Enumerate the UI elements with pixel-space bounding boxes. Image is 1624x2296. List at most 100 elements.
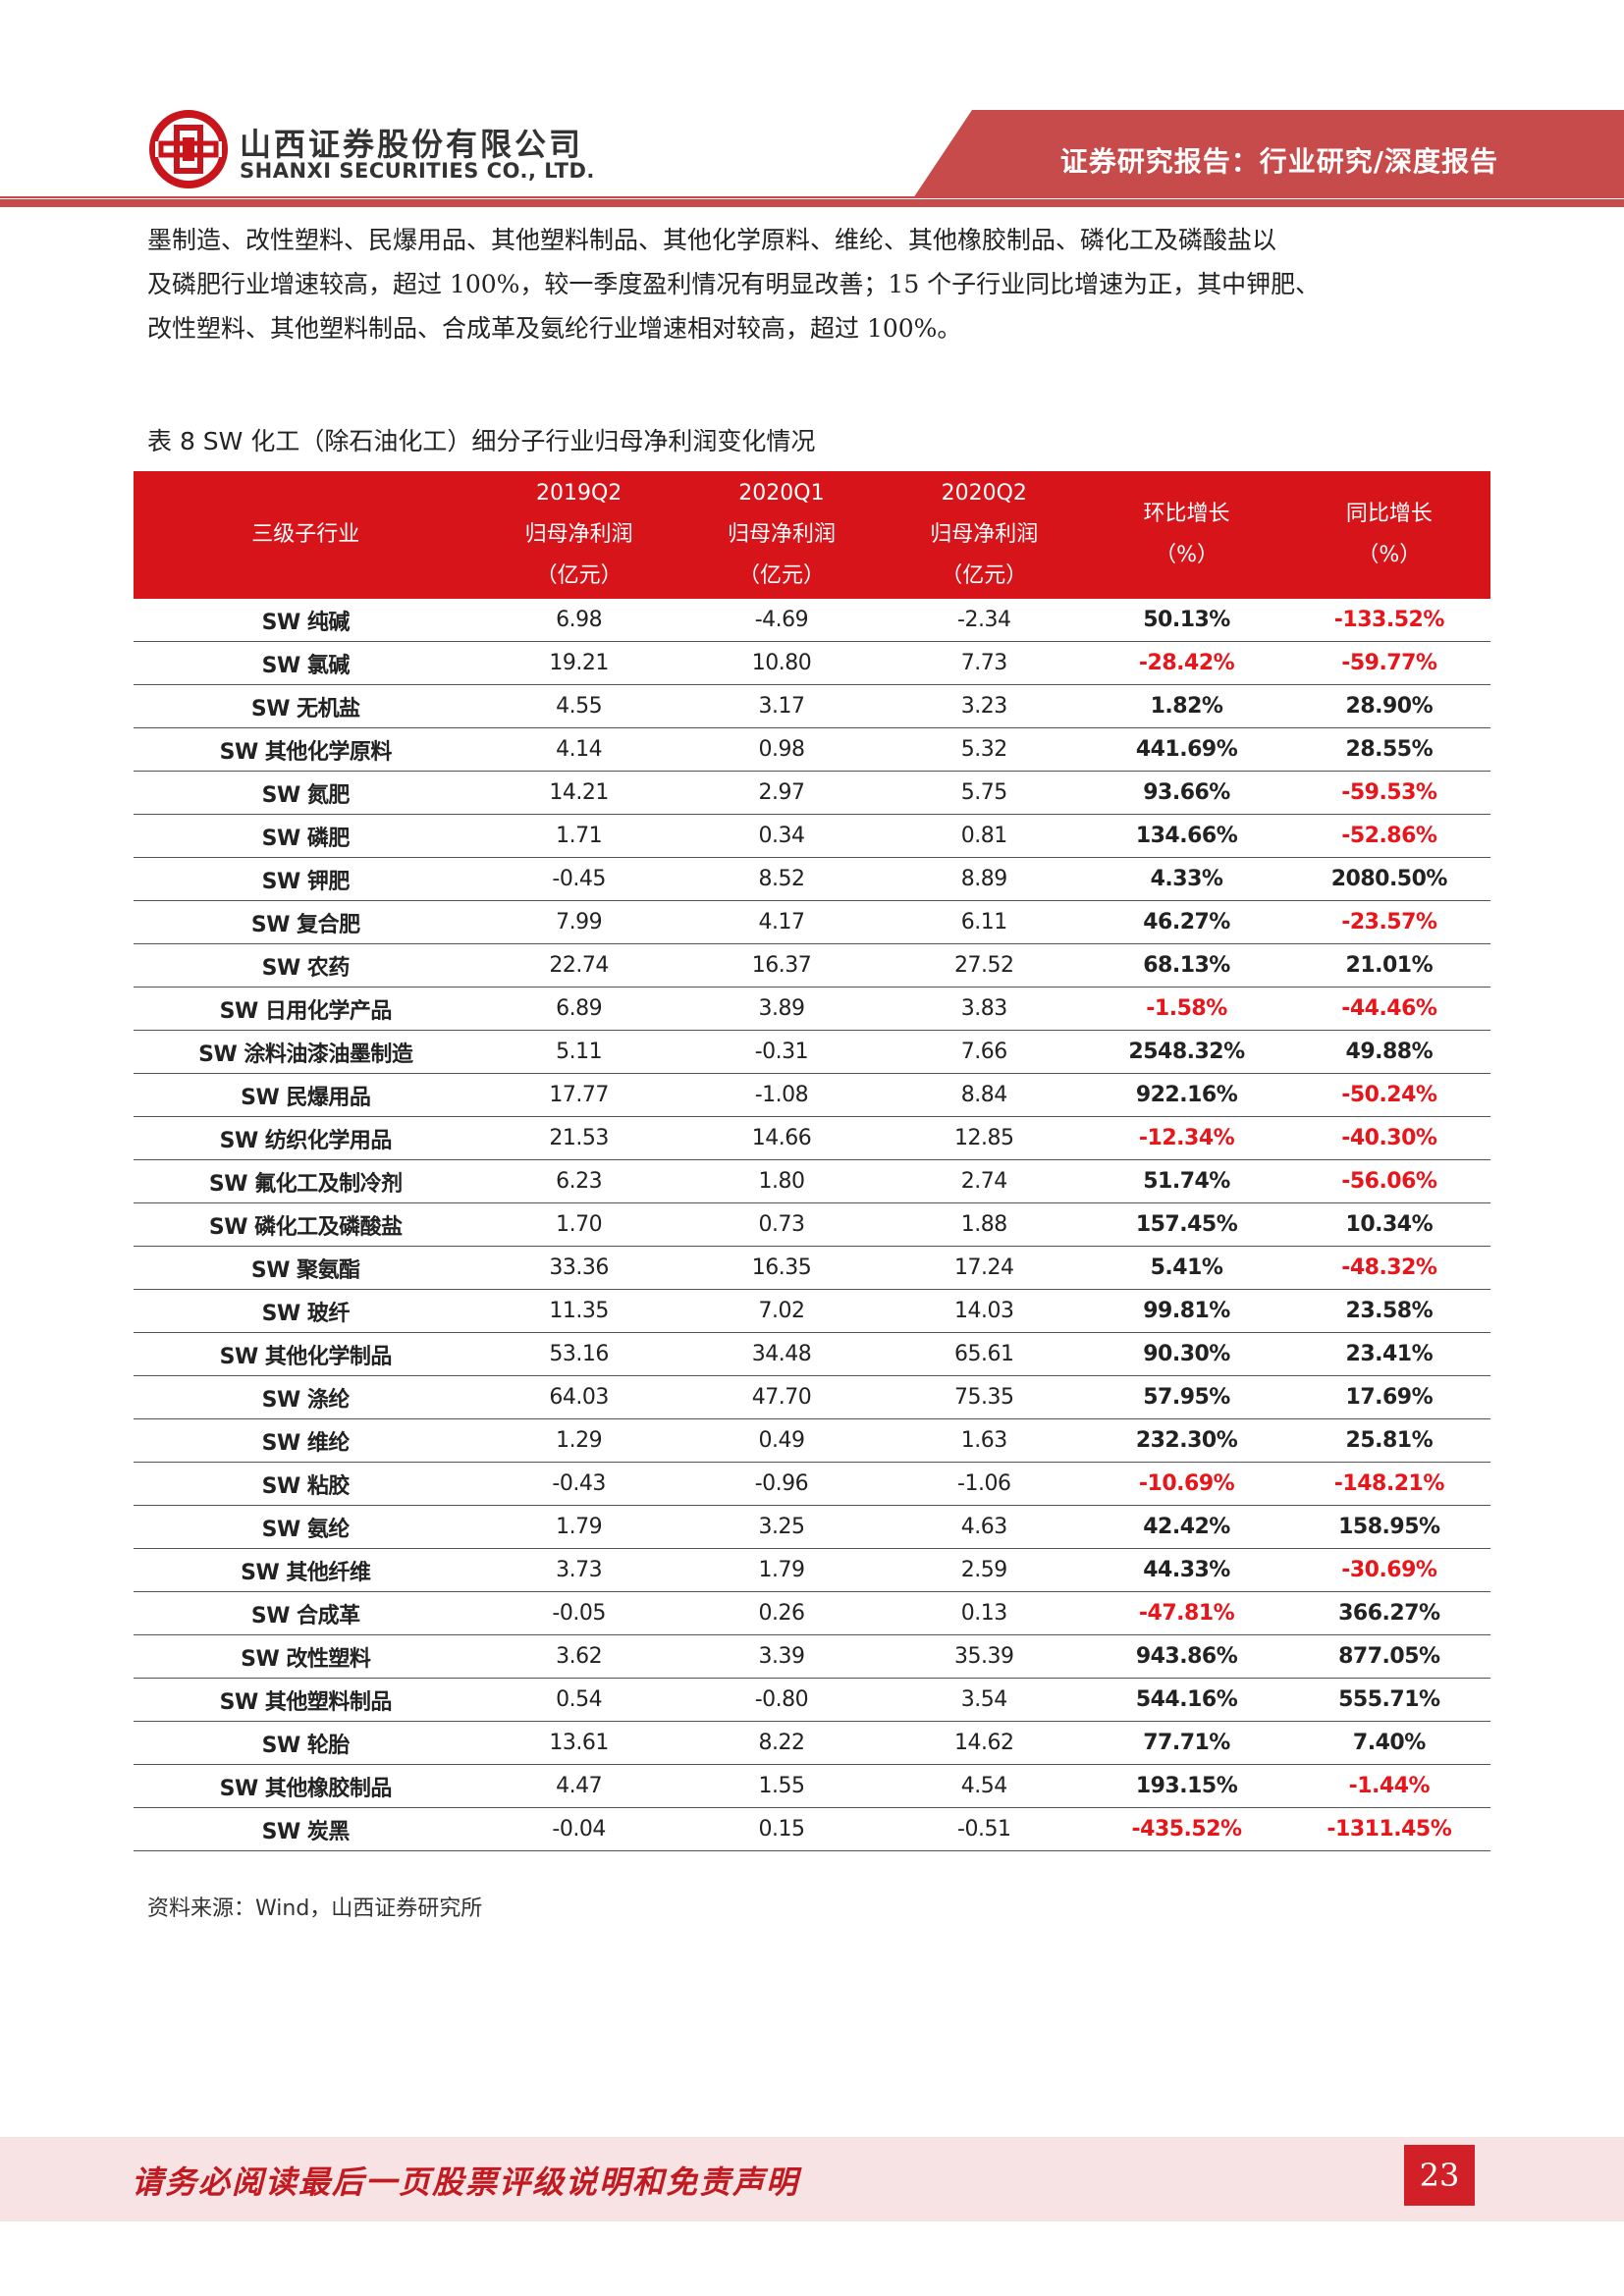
table-row: SW 磷化工及磷酸盐 1.70 0.73 1.88 157.45% 10.34%: [134, 1202, 1490, 1247]
cell-subindustry: SW 其他塑料制品: [134, 1678, 478, 1722]
cell-yoy-growth: 28.90%: [1287, 684, 1490, 728]
cell-qoq-growth: 1.82%: [1085, 684, 1288, 728]
cell-2019q2: 1.29: [477, 1418, 680, 1463]
cell-2020q1: 0.15: [679, 1807, 884, 1851]
cell-2020q2: -1.06: [883, 1462, 1086, 1506]
cell-yoy-growth: 877.05%: [1287, 1634, 1490, 1679]
table-header-row: 三级子行业 2019Q2 归母净利润 （亿元） 2020Q1 归母净利润 （亿元…: [134, 471, 1490, 599]
cell-2019q2: 4.47: [477, 1764, 680, 1808]
cell-2019q2: -0.05: [477, 1591, 680, 1635]
body-line: 墨制造、改性塑料、民爆用品、其他塑料制品、其他化学原料、维纶、其他橡胶制品、磷化…: [147, 226, 1277, 254]
cell-yoy-growth: 21.01%: [1287, 943, 1490, 988]
cell-2020q2: 35.39: [883, 1634, 1086, 1679]
cell-2020q1: 1.80: [679, 1159, 884, 1203]
cell-yoy-growth: -52.86%: [1287, 814, 1490, 858]
cell-2019q2: 1.70: [477, 1202, 680, 1247]
cell-2020q1: 7.02: [679, 1289, 884, 1333]
header-line: 归母净利润: [930, 522, 1039, 547]
cell-qoq-growth: 68.13%: [1085, 943, 1288, 988]
cell-2020q1: -0.96: [679, 1462, 884, 1506]
cell-qoq-growth: 4.33%: [1085, 857, 1288, 901]
table-row: SW 其他塑料制品 0.54 -0.80 3.54 544.16% 555.71%: [134, 1678, 1490, 1722]
cell-2019q2: 19.21: [477, 641, 680, 685]
cell-2019q2: 22.74: [477, 943, 680, 988]
cell-yoy-growth: -133.52%: [1287, 599, 1490, 642]
header-line: 三级子行业: [251, 522, 360, 547]
body-paragraph: 墨制造、改性塑料、民爆用品、其他塑料制品、其他化学原料、维纶、其他橡胶制品、磷化…: [147, 218, 1483, 350]
table-row: SW 其他化学原料 4.14 0.98 5.32 441.69% 28.55%: [134, 727, 1490, 772]
cell-2020q1: 47.70: [679, 1375, 884, 1419]
header-line: （%）: [1357, 543, 1422, 567]
cell-yoy-growth: 23.41%: [1287, 1332, 1490, 1376]
profit-table: 三级子行业 2019Q2 归母净利润 （亿元） 2020Q1 归母净利润 （亿元…: [134, 471, 1490, 1851]
cell-yoy-growth: -23.57%: [1287, 900, 1490, 944]
table-row: SW 其他化学制品 53.16 34.48 65.61 90.30% 23.41%: [134, 1332, 1490, 1376]
cell-2020q2: 75.35: [883, 1375, 1086, 1419]
cell-qoq-growth: 42.42%: [1085, 1505, 1288, 1549]
table-row: SW 其他橡胶制品 4.47 1.55 4.54 193.15% -1.44%: [134, 1764, 1490, 1808]
cell-yoy-growth: 25.81%: [1287, 1418, 1490, 1463]
cell-2020q1: 3.39: [679, 1634, 884, 1679]
company-name-en: SHANXI SECURITIES CO., LTD.: [240, 159, 595, 183]
cell-subindustry: SW 涂料油漆油墨制造: [134, 1030, 478, 1074]
cell-subindustry: SW 炭黑: [134, 1807, 478, 1851]
cell-qoq-growth: 193.15%: [1085, 1764, 1288, 1808]
header-line: 归母净利润: [524, 522, 633, 547]
cell-2019q2: 0.54: [477, 1678, 680, 1722]
header-line: 2020Q1: [738, 481, 825, 506]
cell-subindustry: SW 氮肥: [134, 771, 478, 815]
cell-2019q2: -0.43: [477, 1462, 680, 1506]
table-row: SW 磷肥 1.71 0.34 0.81 134.66% -52.86%: [134, 814, 1490, 858]
header-2020q1: 2020Q1 归母净利润 （亿元）: [679, 471, 884, 599]
cell-yoy-growth: -148.21%: [1287, 1462, 1490, 1506]
cell-subindustry: SW 玻纤: [134, 1289, 478, 1333]
cell-2020q2: 12.85: [883, 1116, 1086, 1160]
cell-2020q2: 2.59: [883, 1548, 1086, 1592]
cell-2020q1: 34.48: [679, 1332, 884, 1376]
header-qoq-growth: 环比增长 （%）: [1085, 471, 1288, 599]
cell-yoy-growth: 28.55%: [1287, 727, 1490, 772]
cell-subindustry: SW 无机盐: [134, 684, 478, 728]
cell-yoy-growth: 158.95%: [1287, 1505, 1490, 1549]
cell-subindustry: SW 其他化学原料: [134, 727, 478, 772]
header-line: （%）: [1155, 543, 1218, 567]
cell-yoy-growth: 10.34%: [1287, 1202, 1490, 1247]
cell-yoy-growth: -50.24%: [1287, 1073, 1490, 1117]
table-row: SW 复合肥 7.99 4.17 6.11 46.27% -23.57%: [134, 900, 1490, 944]
table-row: SW 粘胶 -0.43 -0.96 -1.06 -10.69% -148.21%: [134, 1462, 1490, 1506]
cell-2020q1: -4.69: [679, 599, 884, 642]
report-type-tag: 证券研究报告：行业研究/深度报告: [1059, 145, 1498, 178]
cell-yoy-growth: -44.46%: [1287, 987, 1490, 1031]
cell-qoq-growth: 50.13%: [1085, 599, 1288, 642]
cell-2019q2: 4.14: [477, 727, 680, 772]
cell-2020q1: 1.79: [679, 1548, 884, 1592]
cell-yoy-growth: 17.69%: [1287, 1375, 1490, 1419]
cell-2019q2: 7.99: [477, 900, 680, 944]
table-row: SW 氨纶 1.79 3.25 4.63 42.42% 158.95%: [134, 1505, 1490, 1549]
cell-2020q1: 0.49: [679, 1418, 884, 1463]
cell-qoq-growth: 51.74%: [1085, 1159, 1288, 1203]
page-number: 23: [1404, 2145, 1475, 2206]
cell-qoq-growth: 5.41%: [1085, 1246, 1288, 1290]
cell-2020q2: 5.75: [883, 771, 1086, 815]
cell-qoq-growth: 441.69%: [1085, 727, 1288, 772]
cell-subindustry: SW 其他化学制品: [134, 1332, 478, 1376]
cell-2020q1: 10.80: [679, 641, 884, 685]
cell-2019q2: 21.53: [477, 1116, 680, 1160]
cell-2020q2: -2.34: [883, 599, 1086, 642]
cell-2020q1: 3.25: [679, 1505, 884, 1549]
cell-yoy-growth: 366.27%: [1287, 1591, 1490, 1635]
cell-2020q1: 16.37: [679, 943, 884, 988]
cell-subindustry: SW 磷化工及磷酸盐: [134, 1202, 478, 1247]
cell-2019q2: 53.16: [477, 1332, 680, 1376]
cell-qoq-growth: 943.86%: [1085, 1634, 1288, 1679]
company-logo-icon: [149, 110, 228, 188]
cell-qoq-growth: 922.16%: [1085, 1073, 1288, 1117]
cell-qoq-growth: -12.34%: [1085, 1116, 1288, 1160]
header-line: （亿元）: [737, 563, 825, 588]
cell-2020q1: 0.98: [679, 727, 884, 772]
cell-2019q2: 13.61: [477, 1721, 680, 1765]
header-line: （亿元）: [535, 563, 623, 588]
table-row: SW 氯碱 19.21 10.80 7.73 -28.42% -59.77%: [134, 641, 1490, 685]
cell-2019q2: 11.35: [477, 1289, 680, 1333]
